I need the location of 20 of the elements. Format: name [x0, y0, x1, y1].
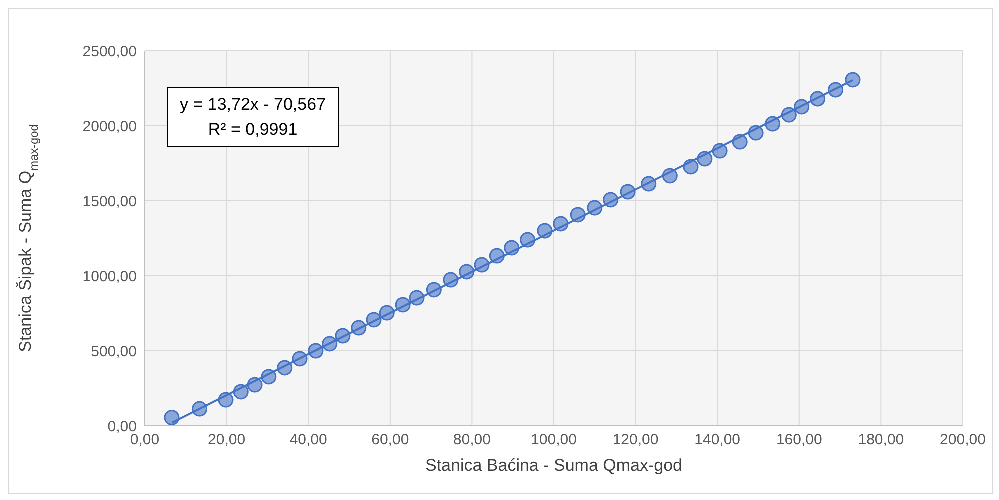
x-tick-label: 140,00 — [694, 432, 741, 449]
x-tick-label: 60,00 — [372, 432, 410, 449]
x-tick-label: 180,00 — [858, 432, 904, 449]
x-tick-label: 160,00 — [776, 432, 822, 449]
x-tick-label: 100,00 — [531, 432, 577, 449]
x-tick-label: 80,00 — [453, 432, 491, 449]
y-tick-label: 2000,00 — [82, 118, 137, 136]
point — [164, 410, 180, 426]
x-tick-label: 120,00 — [612, 432, 659, 449]
y-tick-label: 1500,00 — [82, 193, 137, 210]
annotation: y = 13,72x - 70,567 — [180, 94, 326, 116]
x-tick-label: 20,00 — [208, 432, 246, 449]
x-tick-label: 40,00 — [290, 432, 328, 449]
point — [845, 72, 861, 88]
x-tick-label: 200,00 — [940, 432, 986, 449]
y-tick-label: 2500,00 — [82, 43, 137, 60]
y-tick-label: 1000,00 — [82, 268, 137, 286]
x-axis-title: Stanica Baćina - Suma Qmax-god — [425, 456, 683, 475]
annotation: R² = 0,9991 — [207, 119, 299, 141]
y-tick-label: 500,00 — [91, 343, 137, 360]
